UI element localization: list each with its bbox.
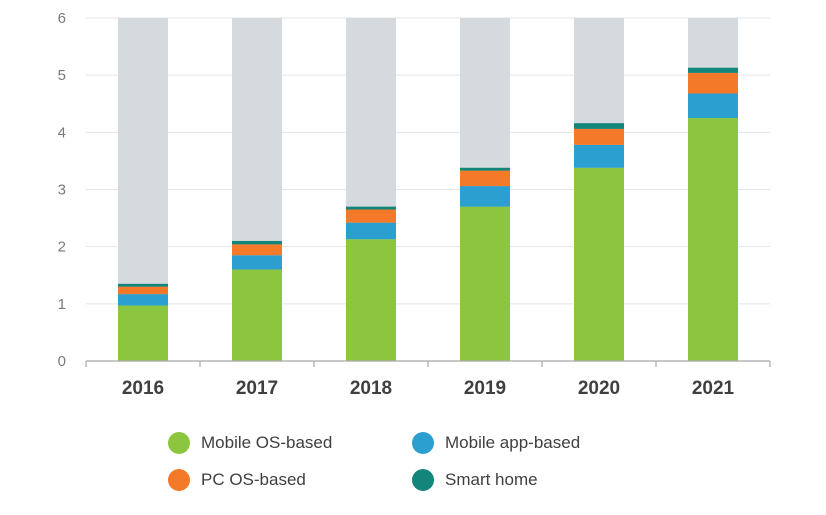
bar-segment (346, 239, 396, 361)
bar-segment (346, 222, 396, 240)
x-axis-tick-labels: 2016 2017 2018 2019 2020 2021 (122, 378, 735, 399)
x-tick-label: 2018 (350, 378, 392, 399)
bar-segment (118, 283, 168, 287)
bar-segment (118, 286, 168, 295)
bar-segment (232, 240, 282, 245)
y-axis-tick-labels: 0 1 2 3 4 5 6 (58, 10, 66, 370)
y-tick-label: 1 (58, 296, 66, 313)
y-tick-label: 3 (58, 182, 66, 199)
bar-segment (574, 128, 624, 145)
bar-segments (118, 67, 738, 362)
bar-segment (574, 144, 624, 168)
grid-lines (86, 17, 770, 305)
bar-segment (232, 255, 282, 270)
y-tick-label: 4 (58, 124, 66, 141)
bar-segment (232, 269, 282, 361)
bar-segment (118, 294, 168, 306)
bar-segment (460, 167, 510, 171)
x-tick-label: 2021 (692, 378, 735, 399)
x-axis (85, 360, 771, 367)
y-tick-label: 0 (58, 353, 66, 370)
bar-segment (688, 93, 738, 119)
x-tick-label: 2017 (236, 378, 278, 399)
y-tick-label: 5 (58, 67, 66, 84)
x-tick-label: 2016 (122, 378, 164, 399)
bar-segment (688, 67, 738, 73)
bar-segment (232, 244, 282, 256)
y-tick-label: 6 (58, 10, 66, 27)
bar-segment (460, 186, 510, 207)
bar-segment (688, 118, 738, 362)
bar-segment (574, 167, 624, 361)
x-tick-label: 2020 (578, 378, 620, 399)
bar-segment (346, 209, 396, 223)
bar-segment (346, 206, 396, 210)
bar-segment (118, 305, 168, 361)
y-tick-label: 2 (58, 239, 66, 256)
bar-segment (460, 206, 510, 361)
bar-segment (688, 72, 738, 94)
bar-segment (460, 170, 510, 187)
x-tick-label: 2019 (464, 378, 506, 399)
bar-segment (574, 123, 624, 129)
